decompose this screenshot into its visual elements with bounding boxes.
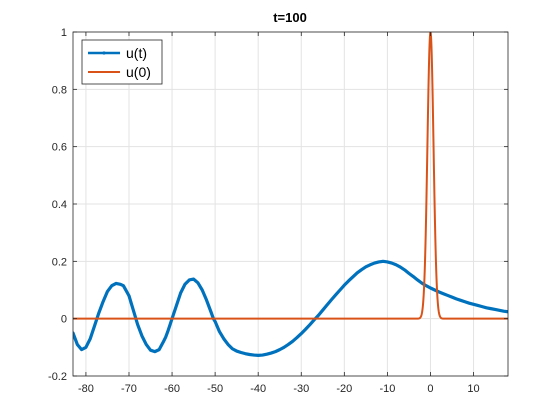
legend-box (81, 39, 163, 85)
x-tick-label: -50 (207, 383, 223, 395)
legend[interactable]: u(t) u(0) (81, 39, 163, 85)
y-tick-label: -0.2 (48, 371, 67, 383)
chart-title: t=100 (273, 10, 307, 25)
legend-marker (102, 51, 106, 55)
y-tick-label: 0.8 (52, 84, 67, 96)
x-tick-label: -60 (164, 383, 180, 395)
y-tick-label: 0.6 (52, 142, 67, 154)
x-tick-label: -70 (121, 383, 137, 395)
y-axis: -0.2 0 0.2 0.4 0.6 0.8 1 (48, 27, 508, 383)
series-line (73, 259, 508, 357)
y-tick-label: 0.4 (52, 199, 67, 211)
x-tick-label: 0 (427, 383, 433, 395)
y-tick-label: 1 (61, 27, 67, 39)
y-tick-label: 0 (61, 314, 67, 326)
series-2 (73, 32, 508, 320)
x-tick-label: -30 (293, 383, 309, 395)
legend-item[interactable]: u(0) (88, 64, 151, 80)
legend-item[interactable]: u(t) (88, 45, 147, 61)
series-1 (73, 259, 508, 357)
series-layer (73, 32, 508, 357)
y-tick-label: 0.2 (52, 256, 67, 268)
legend-label: u(t) (126, 45, 147, 61)
legend-label: u(0) (126, 64, 151, 80)
series-line (73, 32, 508, 320)
x-tick-label: -10 (379, 383, 395, 395)
x-axis: -80 -70 -60 -50 -40 -30 -20 -10 0 10 (78, 32, 480, 395)
x-tick-label: -80 (78, 383, 94, 395)
x-tick-label: -40 (250, 383, 266, 395)
x-tick-label: 10 (467, 383, 479, 395)
x-tick-label: -20 (336, 383, 352, 395)
